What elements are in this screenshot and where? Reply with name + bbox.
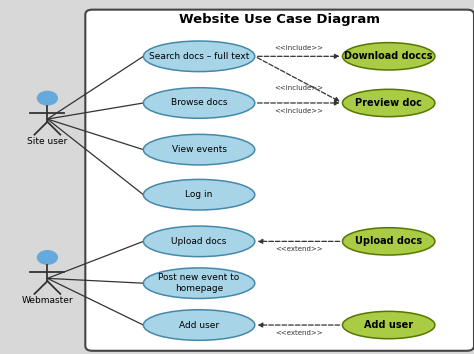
Text: Search docs – full text: Search docs – full text <box>149 52 249 61</box>
Text: <<extend>>: <<extend>> <box>275 330 322 336</box>
Text: Add user: Add user <box>179 320 219 330</box>
Text: View events: View events <box>172 145 227 154</box>
Ellipse shape <box>143 310 255 340</box>
Text: Webmaster: Webmaster <box>22 296 73 305</box>
Text: <<include>>: <<include>> <box>274 85 323 91</box>
Ellipse shape <box>342 228 435 255</box>
Text: Add user: Add user <box>364 320 413 330</box>
Ellipse shape <box>143 41 255 72</box>
FancyBboxPatch shape <box>85 10 474 351</box>
Text: <<extend>>: <<extend>> <box>275 246 322 252</box>
Text: Log in: Log in <box>185 190 213 199</box>
Text: Website Use Case Diagram: Website Use Case Diagram <box>179 13 380 26</box>
Text: Upload docs: Upload docs <box>172 237 227 246</box>
Text: <<include>>: <<include>> <box>274 45 323 51</box>
Text: Upload docs: Upload docs <box>355 236 422 246</box>
Text: Site user: Site user <box>27 137 67 145</box>
Ellipse shape <box>342 42 435 70</box>
Ellipse shape <box>143 179 255 210</box>
Ellipse shape <box>342 89 435 117</box>
Ellipse shape <box>143 88 255 118</box>
Text: Browse docs: Browse docs <box>171 98 228 108</box>
Ellipse shape <box>143 268 255 298</box>
Circle shape <box>37 91 57 105</box>
Text: <<include>>: <<include>> <box>274 108 323 114</box>
Text: Post new event to
homepage: Post new event to homepage <box>158 274 240 293</box>
Text: Download doccs: Download doccs <box>345 51 433 61</box>
Circle shape <box>37 251 57 264</box>
Ellipse shape <box>143 226 255 257</box>
Text: Preview doc: Preview doc <box>355 98 422 108</box>
Ellipse shape <box>342 312 435 339</box>
Ellipse shape <box>143 135 255 165</box>
